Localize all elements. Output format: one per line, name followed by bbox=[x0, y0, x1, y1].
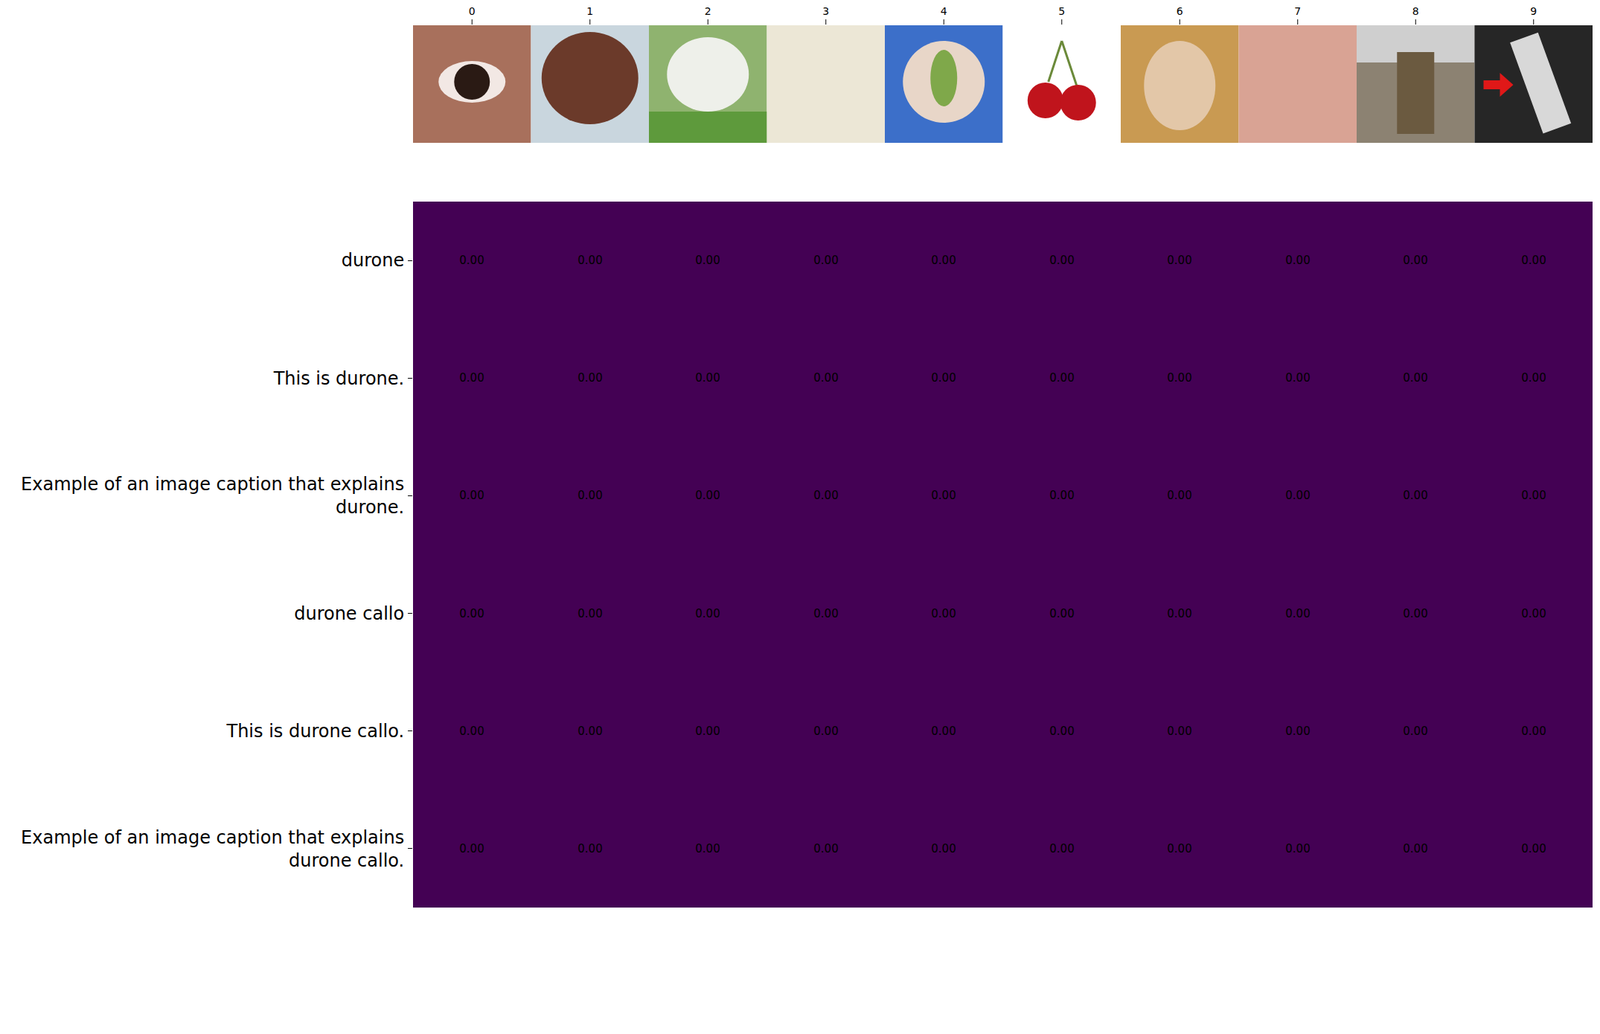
svg-text:0.00: 0.00 bbox=[1049, 724, 1074, 739]
svg-text:0.00: 0.00 bbox=[577, 607, 603, 621]
svg-text:7: 7 bbox=[1294, 5, 1301, 18]
svg-text:0.00: 0.00 bbox=[1521, 607, 1546, 621]
svg-text:0.00: 0.00 bbox=[1285, 842, 1310, 856]
svg-text:0.00: 0.00 bbox=[695, 371, 720, 385]
svg-text:0.00: 0.00 bbox=[695, 488, 720, 503]
svg-text:0.00: 0.00 bbox=[695, 724, 720, 739]
svg-text:0.00: 0.00 bbox=[1166, 607, 1192, 621]
svg-text:0.00: 0.00 bbox=[1521, 253, 1546, 268]
svg-text:0.00: 0.00 bbox=[459, 607, 484, 621]
svg-text:0.00: 0.00 bbox=[813, 724, 838, 739]
svg-text:0.00: 0.00 bbox=[1049, 253, 1074, 268]
svg-text:0.00: 0.00 bbox=[813, 607, 838, 621]
svg-text:0.00: 0.00 bbox=[1049, 842, 1074, 856]
svg-text:0.00: 0.00 bbox=[459, 724, 484, 739]
svg-text:0.00: 0.00 bbox=[930, 842, 956, 856]
svg-text:0.00: 0.00 bbox=[1166, 724, 1192, 739]
svg-text:0.00: 0.00 bbox=[695, 607, 720, 621]
svg-text:0.00: 0.00 bbox=[1166, 371, 1192, 385]
svg-text:0.00: 0.00 bbox=[1285, 724, 1310, 739]
svg-text:0.00: 0.00 bbox=[813, 488, 838, 503]
svg-text:0.00: 0.00 bbox=[1402, 488, 1428, 503]
svg-text:0.00: 0.00 bbox=[1049, 371, 1074, 385]
svg-text:8: 8 bbox=[1412, 5, 1420, 18]
svg-text:0.00: 0.00 bbox=[577, 724, 603, 739]
svg-text:0.00: 0.00 bbox=[1521, 488, 1546, 503]
svg-text:0.00: 0.00 bbox=[459, 842, 484, 856]
svg-text:0.00: 0.00 bbox=[1166, 488, 1192, 503]
svg-text:3: 3 bbox=[822, 5, 830, 18]
svg-text:0.00: 0.00 bbox=[1402, 371, 1428, 385]
svg-text:0.00: 0.00 bbox=[577, 371, 603, 385]
svg-text:This is durone callo.: This is durone callo. bbox=[226, 721, 405, 742]
svg-text:1: 1 bbox=[586, 5, 594, 18]
svg-text:0.00: 0.00 bbox=[459, 488, 484, 503]
svg-text:0.00: 0.00 bbox=[1285, 488, 1310, 503]
svg-text:0.00: 0.00 bbox=[1402, 253, 1428, 268]
svg-text:durone: durone bbox=[341, 250, 405, 271]
svg-text:0.00: 0.00 bbox=[1521, 371, 1546, 385]
svg-text:0.00: 0.00 bbox=[1521, 842, 1546, 856]
svg-text:durone callo: durone callo bbox=[293, 603, 405, 625]
svg-text:0.00: 0.00 bbox=[1285, 253, 1310, 268]
svg-text:Example of an image caption th: Example of an image caption that explain… bbox=[20, 827, 405, 872]
svg-text:Example of an image caption th: Example of an image caption that explain… bbox=[20, 474, 405, 518]
svg-text:0.00: 0.00 bbox=[1049, 488, 1074, 503]
svg-text:4: 4 bbox=[940, 5, 948, 18]
svg-text:0.00: 0.00 bbox=[930, 253, 956, 268]
svg-text:0.00: 0.00 bbox=[459, 253, 484, 268]
svg-text:0.00: 0.00 bbox=[1166, 842, 1192, 856]
svg-text:0: 0 bbox=[468, 5, 476, 18]
svg-text:0.00: 0.00 bbox=[813, 371, 838, 385]
svg-text:0.00: 0.00 bbox=[695, 842, 720, 856]
svg-text:0.00: 0.00 bbox=[1402, 842, 1428, 856]
svg-text:0.00: 0.00 bbox=[1285, 371, 1310, 385]
svg-text:0.00: 0.00 bbox=[813, 842, 838, 856]
svg-text:0.00: 0.00 bbox=[1285, 607, 1310, 621]
svg-text:0.00: 0.00 bbox=[577, 842, 603, 856]
svg-text:0.00: 0.00 bbox=[930, 371, 956, 385]
svg-text:0.00: 0.00 bbox=[1166, 253, 1192, 268]
svg-text:This is durone.: This is durone. bbox=[273, 368, 405, 390]
svg-text:0.00: 0.00 bbox=[1521, 724, 1546, 739]
svg-text:9: 9 bbox=[1530, 5, 1537, 18]
svg-text:0.00: 0.00 bbox=[1402, 607, 1428, 621]
svg-text:0.00: 0.00 bbox=[577, 253, 603, 268]
svg-text:0.00: 0.00 bbox=[930, 607, 956, 621]
svg-text:0.00: 0.00 bbox=[813, 253, 838, 268]
svg-text:0.00: 0.00 bbox=[930, 724, 956, 739]
svg-text:0.00: 0.00 bbox=[577, 488, 603, 503]
svg-text:0.00: 0.00 bbox=[1049, 607, 1074, 621]
svg-text:0.00: 0.00 bbox=[459, 371, 484, 385]
svg-text:0.00: 0.00 bbox=[695, 253, 720, 268]
svg-text:0.00: 0.00 bbox=[1402, 724, 1428, 739]
svg-text:2: 2 bbox=[704, 5, 712, 18]
svg-text:6: 6 bbox=[1176, 5, 1184, 18]
svg-text:0.00: 0.00 bbox=[930, 488, 956, 503]
svg-text:5: 5 bbox=[1058, 5, 1065, 18]
